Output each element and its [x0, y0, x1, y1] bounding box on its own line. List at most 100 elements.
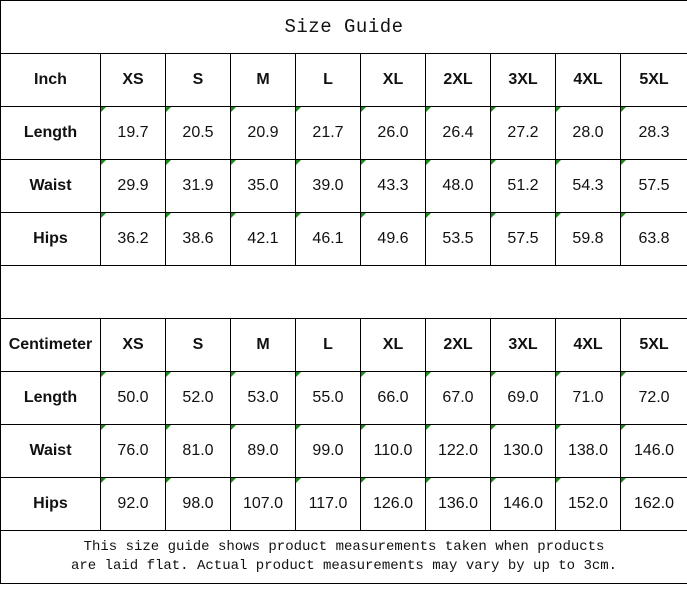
error-marker-icon	[491, 478, 496, 483]
error-marker-icon	[556, 478, 561, 483]
measurement-value: 59.8	[555, 212, 621, 266]
measurement-value: 29.9	[100, 159, 166, 213]
measurement-value: 89.0	[230, 424, 296, 478]
error-marker-icon	[231, 160, 236, 165]
error-marker-icon	[621, 372, 626, 377]
table-row: Waist 76.0 81.0 89.0 99.0 110.0 122.0 130.0 138.…	[0, 424, 687, 478]
size-guide-table: Size Guide Inch XS S M L XL 2XL 3XL 4XL 5XL Length 1…	[0, 0, 687, 584]
cell-value: 35.0	[247, 177, 279, 194]
cell-value: 99.0	[312, 442, 344, 459]
cell-value: 122.0	[437, 442, 479, 459]
cell-value: 59.8	[572, 230, 604, 247]
measurement-value: 138.0	[555, 424, 621, 478]
cell-value: 110.0	[373, 442, 413, 459]
cell-value: 130.0	[502, 442, 544, 459]
error-marker-icon	[491, 372, 496, 377]
cell-value: 69.0	[507, 389, 539, 406]
measurement-value: 63.8	[619, 212, 687, 266]
cell-value: 57.5	[638, 177, 670, 194]
measurement-value: 28.0	[555, 106, 621, 160]
error-marker-icon	[426, 478, 431, 483]
error-marker-icon	[491, 213, 496, 218]
error-marker-icon	[101, 478, 106, 483]
measurement-value: 39.0	[295, 159, 361, 213]
cell-value: 117.0	[308, 495, 348, 512]
measurement-value: 42.1	[230, 212, 296, 266]
error-marker-icon	[426, 107, 431, 112]
cell-value: 29.9	[117, 177, 149, 194]
measurement-value: 49.6	[360, 212, 426, 266]
measurement-value: 69.0	[490, 371, 556, 425]
measurement-label: Hips	[0, 477, 101, 531]
measurement-label: Length	[0, 371, 101, 425]
cell-value: 52.0	[182, 389, 214, 406]
cell-value: 107.0	[242, 495, 284, 512]
error-marker-icon	[621, 425, 626, 430]
cell-value: 39.0	[312, 177, 344, 194]
measurement-value: 20.9	[230, 106, 296, 160]
error-marker-icon	[166, 478, 171, 483]
error-marker-icon	[231, 107, 236, 112]
measurement-value: 67.0	[425, 371, 491, 425]
cell-value: 36.2	[117, 230, 149, 247]
size-header: XL	[360, 318, 426, 372]
size-header: XL	[360, 53, 426, 107]
cell-value: 152.0	[567, 495, 609, 512]
cell-value: 31.9	[182, 177, 214, 194]
measurement-value: 54.3	[555, 159, 621, 213]
spacer-cell	[0, 265, 687, 319]
error-marker-icon	[166, 372, 171, 377]
cell-value: 55.0	[312, 389, 344, 406]
cell-value: 63.8	[638, 230, 670, 247]
footnote-line: This size guide shows product measuremen…	[83, 539, 605, 555]
error-marker-icon	[556, 372, 561, 377]
error-marker-icon	[101, 107, 106, 112]
error-marker-icon	[426, 372, 431, 377]
error-marker-icon	[166, 425, 171, 430]
measurement-value: 28.3	[619, 106, 687, 160]
error-marker-icon	[491, 160, 496, 165]
error-marker-icon	[361, 160, 366, 165]
error-marker-icon	[296, 160, 301, 165]
error-marker-icon	[621, 160, 626, 165]
error-marker-icon	[361, 425, 366, 430]
error-marker-icon	[166, 160, 171, 165]
size-header: 4XL	[555, 318, 621, 372]
error-marker-icon	[296, 372, 301, 377]
error-marker-icon	[166, 107, 171, 112]
table-row: Hips 92.0 98.0 107.0 117.0 126.0 136.0 146.0 152…	[0, 477, 687, 531]
measurement-value: 26.0	[360, 106, 426, 160]
error-marker-icon	[296, 213, 301, 218]
error-marker-icon	[361, 478, 366, 483]
footnote: This size guide shows product measuremen…	[0, 530, 687, 584]
table-row: Waist 29.9 31.9 35.0 39.0 43.3 48.0 51.2 54.3 57.…	[0, 159, 687, 213]
measurement-value: 126.0	[360, 477, 426, 531]
size-header: S	[165, 53, 231, 107]
measurement-value: 50.0	[100, 371, 166, 425]
spacer-row	[0, 265, 687, 319]
cell-value: 57.5	[507, 230, 539, 247]
size-header: 5XL	[619, 318, 687, 372]
cell-value: 27.2	[507, 124, 539, 141]
error-marker-icon	[361, 372, 366, 377]
measurement-value: 136.0	[425, 477, 491, 531]
note-row: This size guide shows product measuremen…	[0, 530, 687, 584]
size-header: 2XL	[425, 53, 491, 107]
measurement-value: 122.0	[425, 424, 491, 478]
footnote-line: are laid flat. Actual product measuremen…	[70, 558, 618, 574]
cell-value: 50.0	[117, 389, 149, 406]
measurement-value: 57.5	[619, 159, 687, 213]
error-marker-icon	[101, 160, 106, 165]
error-marker-icon	[491, 425, 496, 430]
error-marker-icon	[361, 213, 366, 218]
error-marker-icon	[231, 425, 236, 430]
measurement-value: 57.5	[490, 212, 556, 266]
cell-value: 48.0	[442, 177, 474, 194]
measurement-value: 48.0	[425, 159, 491, 213]
unit-header: Inch	[0, 53, 101, 107]
measurement-value: 20.5	[165, 106, 231, 160]
header-row: Inch XS S M L XL 2XL 3XL 4XL 5XL	[0, 53, 687, 107]
measurement-value: 117.0	[295, 477, 361, 531]
error-marker-icon	[166, 213, 171, 218]
error-marker-icon	[426, 160, 431, 165]
